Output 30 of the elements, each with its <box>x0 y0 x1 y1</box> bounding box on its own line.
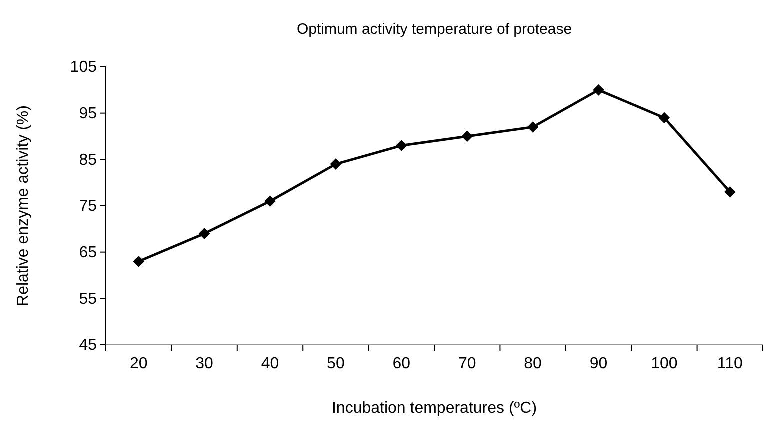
point <box>198 228 210 240</box>
y-tick-label: 65 <box>79 244 98 262</box>
y-tick-label: 105 <box>70 59 98 76</box>
y-tick-label: 95 <box>79 105 98 122</box>
point <box>527 122 539 133</box>
y-axis-title: Relative enzyme activity (%) <box>15 106 32 306</box>
x-tick-label: 70 <box>458 355 476 372</box>
y-tick-label: 75 <box>79 198 98 216</box>
point <box>133 256 145 268</box>
x-tick-label: 40 <box>261 355 280 372</box>
y-tick-label: 45 <box>79 337 98 354</box>
x-tick-label: 100 <box>651 355 678 372</box>
point <box>330 158 342 170</box>
x-tick-label: 110 <box>717 355 743 372</box>
x-tick-label: 60 <box>392 355 411 372</box>
x-tick-label: 80 <box>524 355 542 372</box>
point <box>396 140 408 152</box>
point <box>264 196 276 208</box>
x-tick-label: 20 <box>130 355 148 372</box>
chart-title: Optimum activity temperature of protease <box>296 21 572 38</box>
x-tick-label: 90 <box>590 355 608 372</box>
point <box>658 112 670 124</box>
y-tick-label: 55 <box>79 290 98 308</box>
point <box>593 84 604 96</box>
y-tick-label: 85 <box>79 152 98 169</box>
point <box>724 186 736 198</box>
x-axis-title: Incubation temperatures (ºC) <box>332 400 538 417</box>
x-tick-label: 50 <box>327 355 345 372</box>
x-tick-label: 30 <box>196 355 214 372</box>
point <box>462 130 474 142</box>
